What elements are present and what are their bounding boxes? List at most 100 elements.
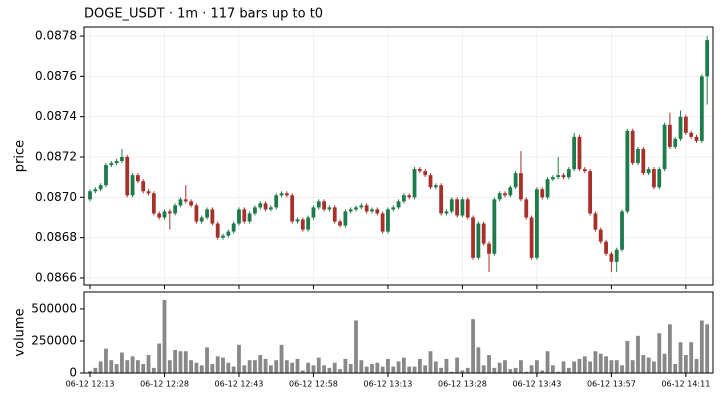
x-tick-label: 06-12 12:58 [289,380,338,389]
volume-bar [210,364,215,373]
volume-bar [417,358,422,373]
candle-body [253,207,257,214]
volume-bar [545,351,550,373]
candle-body [503,193,507,196]
volume-bar [614,360,619,373]
candle-body [508,187,513,196]
candle-body [401,195,406,202]
volume-bar [146,355,151,373]
volume-bar [114,364,119,373]
candle-body [109,163,114,166]
candle-body [295,219,300,222]
volume-bar [550,365,555,373]
volume-bar [316,357,321,373]
candle-body [386,209,390,232]
volume-bar [348,364,353,373]
volume-bar [662,353,667,373]
candle-body [354,207,358,210]
volume-bar [540,370,545,373]
candle-body [279,193,284,196]
volume-bar [657,333,662,373]
volume-bar [215,356,220,373]
candle-body [460,199,465,216]
candle-body [625,130,630,212]
candle-body [284,193,289,196]
candle-body [194,205,199,222]
volume-bar [167,360,172,373]
candle-body [210,209,215,224]
chart-title: DOGE_USDT · 1m · 117 bars up to t0 [84,7,323,22]
volume-bar [322,365,326,373]
volume-bar [364,366,369,373]
volume-bar [503,360,507,373]
volume-bar [359,360,364,373]
candle-body [375,209,380,214]
candle-body [205,209,209,218]
candle-body [497,193,502,200]
candle-body [657,169,662,188]
candle-body [641,148,646,174]
volume-bar [258,355,263,373]
volume-bar [274,360,279,373]
candle-body [258,203,263,208]
volume-bar [189,360,193,373]
candle-body [471,217,475,258]
candle-body [162,211,167,218]
candle-body [167,211,172,214]
candle-body [274,195,279,208]
volume-bar [130,356,135,373]
candle-body [694,136,699,141]
x-tick-label: 06-12 13:28 [438,380,487,389]
volume-bar [694,358,699,373]
volume-bar [497,362,502,373]
candle-body [120,157,124,162]
volume-bar [668,324,672,373]
candle-body [343,211,348,226]
candle-body [359,205,364,208]
volume-bar [513,367,518,373]
volume-bar [194,362,199,373]
candle-body [487,243,491,254]
x-tick-label: 06-12 13:43 [512,380,561,389]
x-tick-label: 06-12 14:11 [661,380,710,389]
candle-body [237,209,241,224]
volume-bar [157,343,162,373]
volume-bar [226,362,231,373]
volume-bar [311,365,316,373]
candle-body [513,173,518,188]
x-tick-label: 06-12 12:13 [66,380,115,389]
candle-body [104,165,108,186]
volume-bar [93,367,98,373]
volume-bar [231,366,236,373]
candle-body [327,207,332,210]
volume-bar [699,320,704,373]
volume-bar [572,361,577,373]
volume-bar [428,351,433,373]
candle-body [673,138,678,147]
candle-body [524,199,529,218]
candle-body [481,223,486,244]
candle-body [604,241,608,254]
candle-body [306,217,311,230]
volume-bar [636,335,640,373]
volume-bar [471,319,475,373]
volume-bar [683,355,688,373]
volume-bar [295,358,300,373]
x-tick-label: 06-12 12:28 [140,380,189,389]
y-tick-label: 0.0872 [35,150,77,164]
candle-body [311,207,316,218]
plot-frame [83,26,714,286]
volume-bar [173,349,178,373]
candle-body [545,179,550,198]
candle-body [588,171,593,214]
candle-body [550,177,555,180]
candle-body [598,229,603,242]
candle-body [88,191,92,200]
volume-bar [630,360,635,373]
candle-body [540,189,545,198]
volume-bar [279,344,284,373]
volume-bar [407,366,412,373]
candle-body [577,136,582,170]
volume-bar [327,367,332,373]
